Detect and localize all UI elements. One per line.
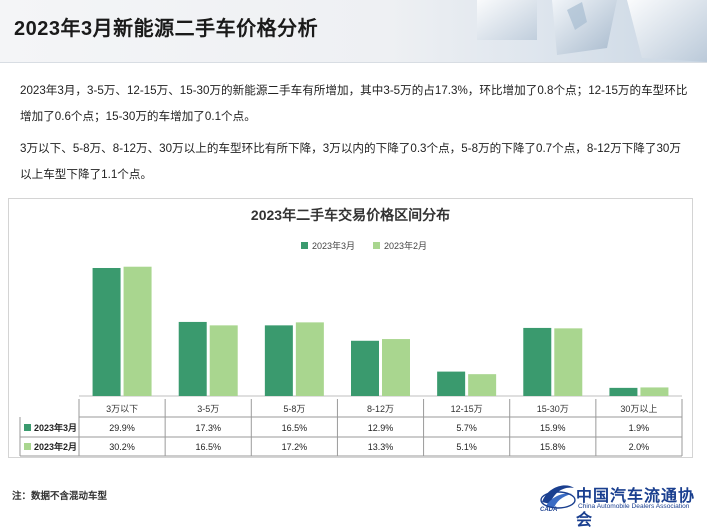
table-cell-february-over-30w: 2.0% [629,442,650,452]
summary-paragraph-increase: 2023年3月，3-5万、12-15万、15-30万的新能源二手车有所增加，其中… [20,84,688,123]
legend-swatch-march [301,242,308,249]
table-row-label-march: 2023年3月 [34,422,77,433]
logo-english-name: China Automobile Dealers Association [578,503,690,510]
x-tick-label-15-30w: 15-30万 [537,404,569,414]
bar-february-under-3w [123,266,152,396]
legend-swatch-february [373,242,381,249]
table-cell-february-3-5w: 16.5% [195,442,221,452]
table-cell-march-8-12w: 12.9% [368,423,394,433]
x-tick-label-5-8w: 5-8万 [283,404,305,414]
bar-march-5-8w [264,325,293,396]
table-cell-march-5-8w: 16.5% [282,423,308,433]
chart-legend: 2023年3月 2023年2月 [301,239,427,252]
bar-february-over-30w [640,387,669,396]
table-cell-march-over-30w: 1.9% [629,423,650,433]
table-cell-february-8-12w: 13.3% [368,442,394,452]
bar-chart-plot: 3万以下 3-5万 5-8万 8-12万 12-15万 15-30万 30万以上 2023年3… [19,266,683,457]
chart-title: 2023年二手车交易价格区间分布 [250,207,451,223]
bar-february-15-30w [554,328,583,396]
summary-paragraph-decrease: 3万以下、5-8万、8-12万、30万以上的车型环比有所下降，3万以内的下降了0… [20,142,681,181]
page-header: 2023年3月新能源二手车价格分析 [0,0,707,63]
x-tick-label-under-3w: 3万以下 [106,404,138,414]
table-cell-march-under-3w: 29.9% [109,423,135,433]
bar-february-3-5w [209,325,238,396]
table-cell-february-under-3w: 30.2% [109,442,135,452]
bar-march-15-30w [523,327,552,396]
bar-march-over-30w [609,387,638,396]
page-title: 2023年3月新能源二手车价格分析 [14,18,319,40]
logo-abbreviation: CADA [540,507,558,513]
cada-emblem-icon [540,485,576,509]
header-decoration-image [477,0,707,62]
table-cell-february-12-15w: 5.1% [456,442,477,452]
bar-february-8-12w [382,339,410,396]
table-cell-march-3-5w: 17.3% [195,423,221,433]
legend-item-march: 2023年3月 [301,239,355,252]
bar-march-under-3w [92,267,121,396]
bar-march-12-15w [437,371,466,396]
chart-container: 2023年二手车交易价格区间分布 2023年3月 2023年2月 3万以下 3-5… [8,198,693,458]
table-swatch-february [24,443,31,450]
legend-item-february: 2023年2月 [373,239,427,252]
table-cell-march-15-30w: 15.9% [540,423,566,433]
table-cell-march-12-15w: 5.7% [456,423,477,433]
legend-label-february: 2023年2月 [384,241,428,251]
bar-february-12-15w [468,374,497,396]
table-swatch-march [24,424,31,431]
x-tick-label-3-5w: 3-5万 [197,404,219,414]
table-cell-february-5-8w: 17.2% [282,442,308,452]
x-tick-label-8-12w: 8-12万 [367,404,394,414]
footnote: 注：数据不含混动车型 [12,491,108,502]
x-tick-label-12-15w: 12-15万 [451,404,483,414]
table-row-label-february: 2023年2月 [34,441,77,452]
association-logo: 中国汽车流通协会 China Automobile Dealers Associ… [538,478,706,529]
bar-march-3-5w [178,321,207,396]
x-tick-label-over-30w: 30万以上 [620,404,657,414]
bar-february-5-8w [295,322,324,396]
bar-march-8-12w [351,340,379,396]
legend-label-march: 2023年3月 [312,241,356,251]
table-cell-february-15-30w: 15.8% [540,442,566,452]
